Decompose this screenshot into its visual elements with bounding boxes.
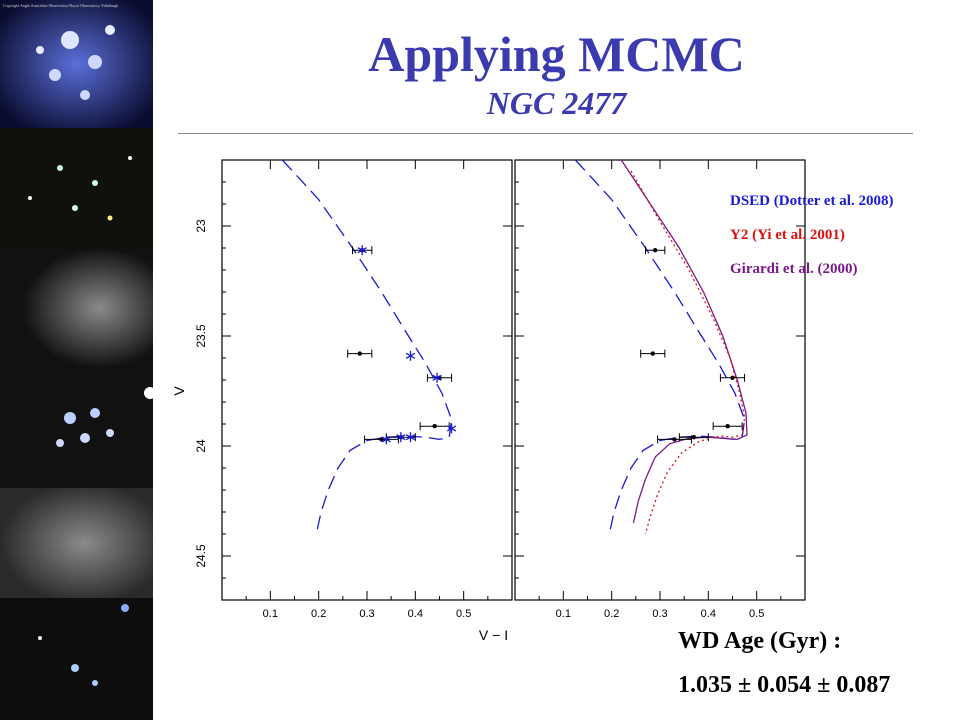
y-tick-label: 23.5 bbox=[194, 324, 208, 348]
y-tick-label: 24 bbox=[194, 439, 208, 453]
slide-subtitle: NGC 2477 bbox=[486, 85, 627, 121]
cmd-chart: 0.1 0.2 0.3 0.4 0.5 0.1 0.2 0.3 0.4 0.5 23 23.5 24 24… bbox=[171, 159, 806, 640]
model-point-marker bbox=[405, 350, 416, 361]
wd-age-label: WD Age (Gyr) : bbox=[678, 628, 842, 654]
legend: DSED (Dotter et al. 2008) Y2 (Yi et al. … bbox=[730, 190, 893, 292]
curve-girardi-right bbox=[620, 160, 748, 524]
y-axis-label: V bbox=[171, 386, 187, 396]
x-tick-label-right: 0.1 bbox=[556, 608, 571, 620]
observed-point-right bbox=[730, 375, 735, 380]
curve-dsed-left bbox=[281, 160, 453, 535]
y-tick-label: 23 bbox=[194, 219, 208, 233]
photo-grey-cluster bbox=[0, 488, 153, 598]
model-point-marker bbox=[357, 245, 367, 256]
x-tick-label-right: 0.2 bbox=[604, 608, 619, 620]
legend-item-y2: Y2 (Yi et al. 2001) bbox=[730, 227, 845, 243]
y-tick-label: 24.5 bbox=[194, 544, 208, 568]
panel-frame-left bbox=[221, 159, 513, 601]
x-axis-label: V − I bbox=[479, 627, 508, 640]
x-tick-label-left: 0.2 bbox=[311, 608, 326, 620]
model-point-marker bbox=[381, 434, 392, 445]
photo-open-cluster bbox=[0, 368, 153, 488]
photo-starfield-1 bbox=[0, 128, 153, 248]
slide-title: Applying MCMC bbox=[368, 26, 745, 82]
legend-item-dsed: DSED (Dotter et al. 2008) bbox=[730, 193, 894, 209]
model-point-marker bbox=[446, 423, 457, 434]
photo-credit: Copyright Anglo Australian Observatory/R… bbox=[3, 3, 118, 9]
x-tick-label-left: 0.4 bbox=[408, 608, 423, 620]
observed-point-right bbox=[672, 437, 677, 442]
curve-y2-right bbox=[630, 170, 746, 535]
cluster-photo-strip: Copyright Anglo Australian Observatory/R… bbox=[0, 0, 153, 720]
model-point-marker bbox=[432, 372, 442, 383]
observed-point-right bbox=[652, 248, 658, 253]
observed-point-left bbox=[379, 437, 384, 442]
x-tick-label-left: 0.5 bbox=[456, 608, 471, 620]
x-tick-label-right: 0.4 bbox=[701, 608, 716, 620]
photo-globular bbox=[0, 248, 153, 368]
curve-dsed-right bbox=[574, 160, 746, 535]
observed-point-right bbox=[650, 351, 655, 356]
x-tick-label-left: 0.1 bbox=[263, 608, 278, 620]
title-divider bbox=[178, 133, 913, 134]
model-point-marker bbox=[396, 432, 406, 443]
observed-point-left bbox=[357, 351, 362, 356]
x-tick-label-right: 0.5 bbox=[749, 608, 764, 620]
observed-point-left bbox=[432, 424, 437, 429]
photo-pleiades: Copyright Anglo Australian Observatory/R… bbox=[0, 0, 153, 128]
x-tick-label-left: 0.3 bbox=[359, 608, 374, 620]
wd-age-value: 1.035 ± 0.054 ± 0.087 bbox=[678, 672, 891, 698]
observed-point-right bbox=[725, 424, 730, 429]
photo-starfield-2 bbox=[0, 598, 153, 720]
model-point-marker bbox=[405, 432, 416, 443]
observed-point-right bbox=[691, 435, 697, 440]
x-tick-label-right: 0.3 bbox=[652, 608, 667, 620]
legend-item-girardi: Girardi et al. (2000) bbox=[730, 261, 858, 277]
